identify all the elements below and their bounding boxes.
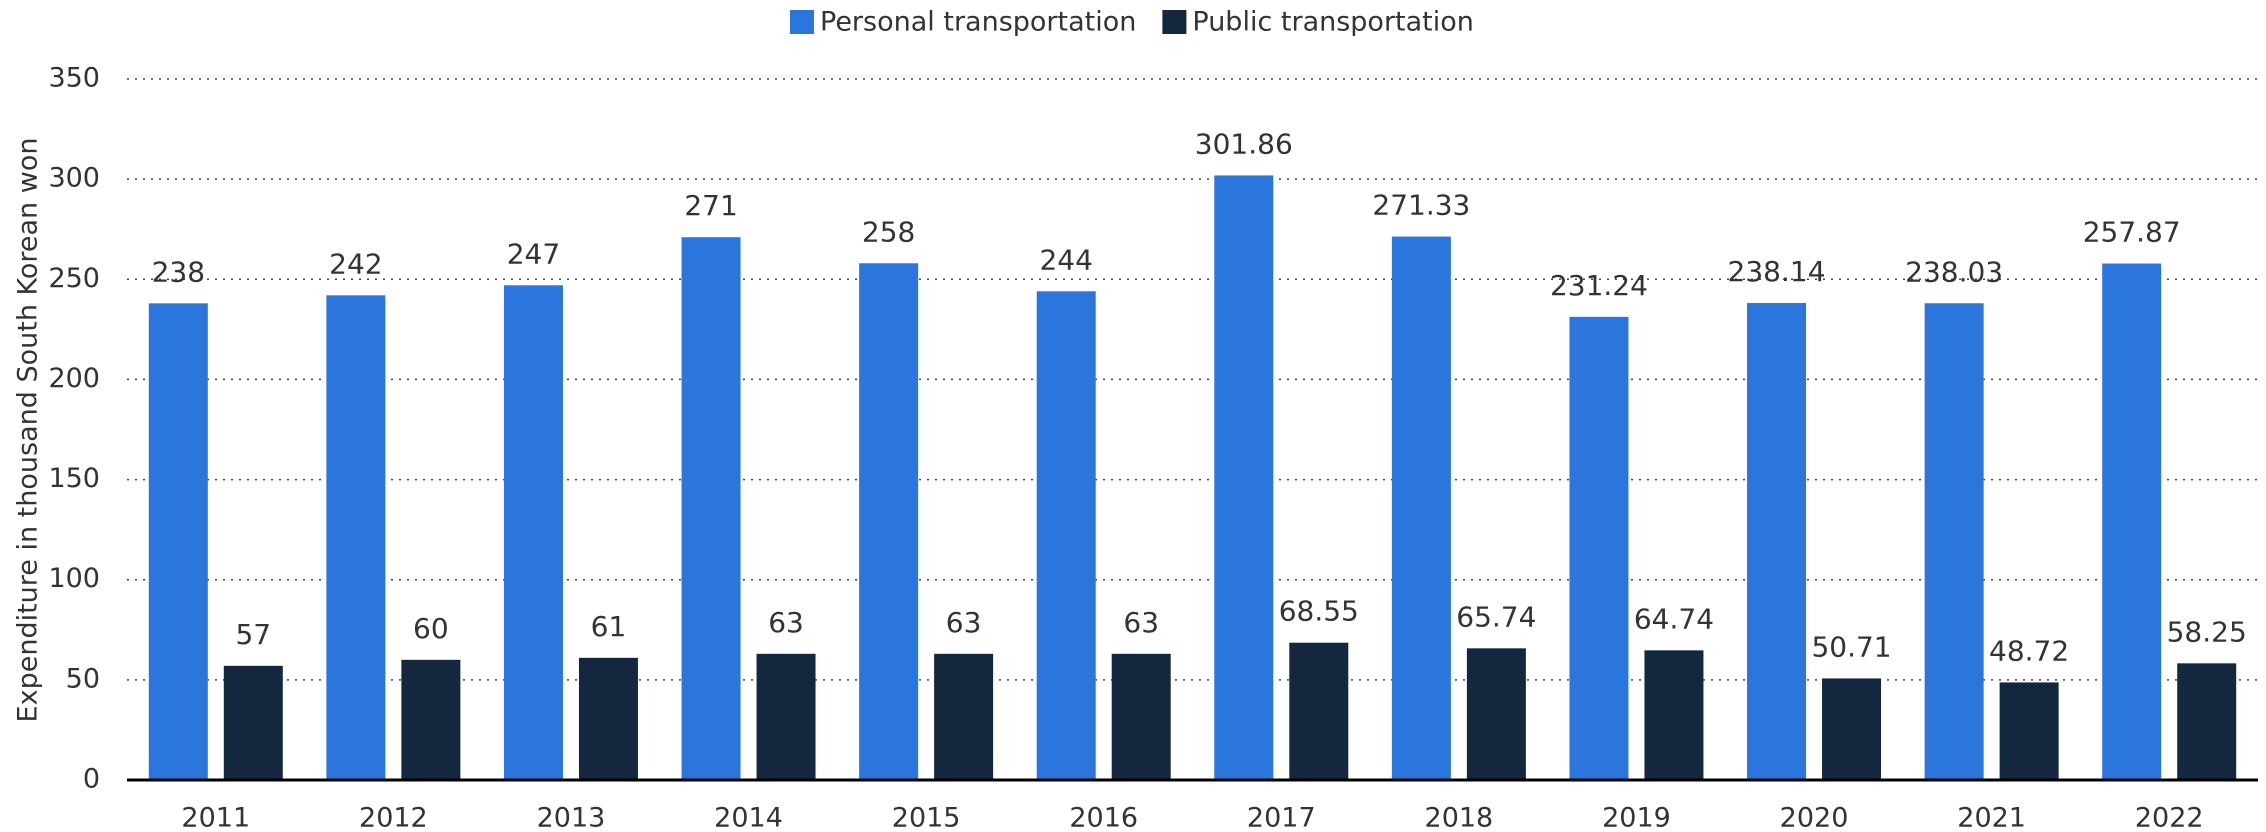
y-tick-label: 250 — [48, 263, 100, 294]
x-tick-label: 2019 — [1602, 803, 1671, 832]
legend-swatch — [790, 10, 814, 34]
value-label: 247 — [507, 237, 560, 270]
bar — [1999, 682, 2059, 780]
value-label: 58.25 — [2167, 615, 2247, 648]
legend-swatch — [1162, 10, 1187, 34]
y-tick-label: 100 — [48, 563, 100, 594]
legend-label: Personal transportation — [820, 7, 1136, 38]
x-tick-label: 2022 — [2135, 803, 2204, 832]
value-label: 63 — [768, 606, 804, 639]
y-axis-label: Expenditure in thousand South Korean won — [13, 138, 44, 723]
bar — [578, 657, 638, 780]
bar — [1924, 303, 1984, 780]
x-tick-label: 2017 — [1247, 803, 1316, 832]
value-label: 48.72 — [1989, 634, 2069, 667]
legend-label: Public transportation — [1192, 7, 1474, 38]
x-tick-label: 2011 — [181, 803, 250, 832]
x-tick-label: 2014 — [714, 803, 783, 832]
value-label: 61 — [591, 610, 627, 643]
bar — [1214, 175, 1274, 780]
value-label: 238.14 — [1728, 255, 1826, 288]
value-label: 258 — [862, 215, 915, 248]
value-label: 271 — [684, 189, 737, 222]
value-label: 301.86 — [1195, 127, 1293, 160]
y-tick-label: 150 — [48, 463, 100, 494]
bar — [1747, 303, 1807, 780]
bar — [326, 295, 386, 780]
value-label: 257.87 — [2083, 216, 2181, 249]
bar — [1466, 648, 1526, 780]
x-tick-label: 2020 — [1780, 803, 1849, 832]
value-label: 65.74 — [1456, 600, 1536, 633]
bar — [401, 659, 461, 780]
x-tick-label: 2012 — [359, 803, 428, 832]
value-label: 63 — [946, 606, 982, 639]
bar — [859, 263, 919, 781]
x-tick-label: 2015 — [892, 803, 961, 832]
bar — [1569, 316, 1629, 780]
bar — [1822, 678, 1882, 780]
x-tick-label: 2013 — [537, 803, 606, 832]
y-tick-label: 350 — [48, 63, 100, 94]
value-label: 63 — [1123, 606, 1159, 639]
bar — [1391, 236, 1451, 781]
value-label: 244 — [1039, 243, 1092, 276]
bar — [223, 665, 283, 780]
bar — [1111, 653, 1171, 780]
value-label: 231.24 — [1550, 269, 1648, 302]
y-tick-label: 0 — [83, 764, 100, 795]
bar — [148, 303, 208, 780]
value-label: 238.03 — [1905, 255, 2003, 288]
y-tick-label: 300 — [48, 163, 100, 194]
bar — [2177, 663, 2237, 780]
x-tick-label: 2018 — [1425, 803, 1494, 832]
bar — [503, 285, 563, 780]
bar — [2102, 263, 2162, 781]
value-label: 60 — [413, 612, 449, 645]
value-label: 64.74 — [1634, 602, 1714, 635]
value-label: 242 — [329, 247, 382, 280]
value-label: 271.33 — [1372, 189, 1470, 222]
bar — [1644, 650, 1704, 780]
bar — [1289, 642, 1349, 780]
bar — [681, 237, 741, 780]
value-label: 50.71 — [1811, 630, 1891, 663]
value-label: 238 — [152, 255, 205, 288]
y-tick-label: 50 — [66, 663, 100, 694]
bar — [1036, 291, 1096, 780]
value-label: 57 — [235, 618, 271, 651]
bar — [756, 653, 816, 780]
x-tick-label: 2021 — [1957, 803, 2026, 832]
value-label: 68.55 — [1279, 595, 1359, 628]
y-tick-label: 200 — [48, 363, 100, 394]
x-tick-label: 2016 — [1069, 803, 1138, 832]
bar — [934, 653, 994, 780]
